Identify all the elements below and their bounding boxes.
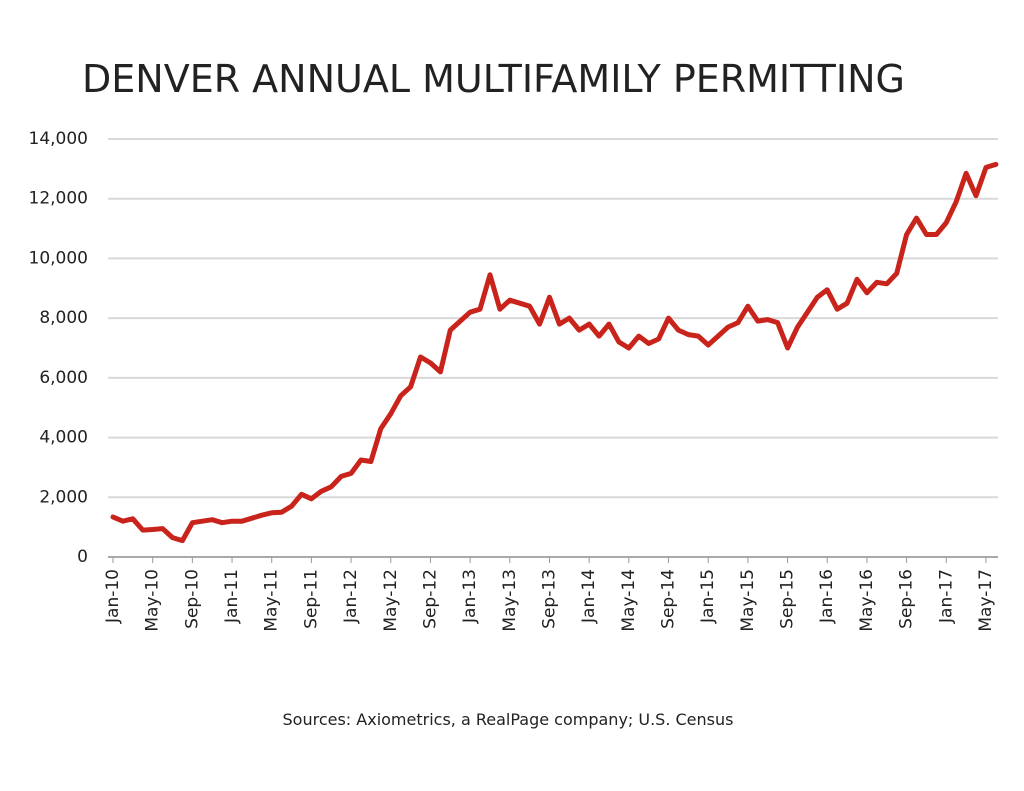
x-tick-label: Jan-15 [698,569,718,624]
y-tick-label: 4,000 [39,428,88,448]
x-tick-label: Sep-13 [539,569,559,629]
y-tick-label: 2,000 [39,487,88,507]
x-tick-label: Jan-16 [817,569,837,624]
x-tick-label: Sep-12 [420,569,440,629]
x-tick-label: May-16 [857,569,877,632]
x-tick-label: Jan-13 [460,569,480,624]
x-tick-label: Jan-17 [936,569,956,624]
x-tick-label: May-12 [381,569,401,632]
data-line [110,161,999,544]
x-tick-label: Jan-12 [341,569,361,624]
x-tick-label: Sep-15 [778,569,798,629]
x-tick-label: May-15 [738,569,758,632]
x-tick-label: May-10 [143,569,163,632]
x-tick-label: Jan-11 [222,569,242,624]
x-tick-label: Sep-11 [301,569,321,629]
x-tick-label: Sep-14 [659,569,679,629]
y-tick-label: 8,000 [39,308,88,328]
y-tick-label: 14,000 [29,129,88,149]
x-tick-label: May-17 [976,569,996,632]
x-tick-label: Sep-10 [182,569,202,629]
x-tick-label: May-11 [262,569,282,632]
source-note: Sources: Axiometrics, a RealPage company… [283,710,734,729]
x-tick-label: Sep-16 [897,569,917,629]
y-tick-label: 12,000 [29,189,88,209]
y-tick-label: 10,000 [29,248,88,268]
y-tick-label: 6,000 [39,368,88,388]
x-tick-label: Jan-10 [103,569,123,624]
chart-title: DENVER ANNUAL MULTIFAMILY PERMITTING [82,57,905,101]
x-tick-label: May-14 [619,569,639,632]
y-tick-label: 0 [77,547,88,567]
x-tick-label: May-13 [500,569,520,632]
x-tick-label: Jan-14 [579,569,599,624]
